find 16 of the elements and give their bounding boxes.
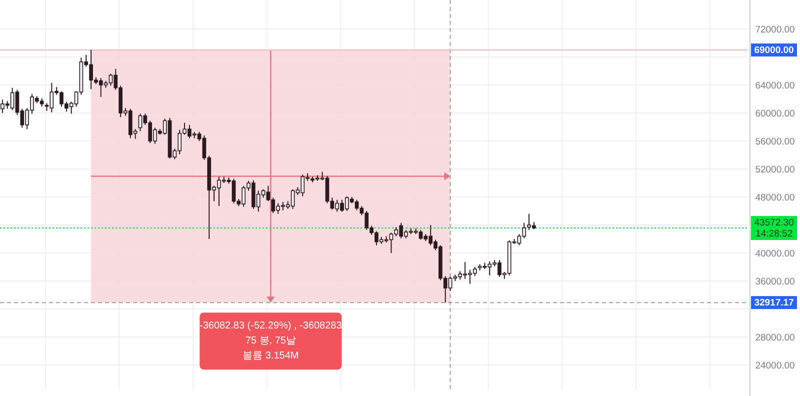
ref-line-label: 32917.17: [754, 298, 794, 309]
y-tick-label: 24000.00: [755, 360, 795, 372]
y-tick-label: 28000.00: [755, 332, 795, 344]
y-tick-label: 56000.00: [755, 136, 795, 148]
y-tick-label: 36000.00: [755, 276, 795, 288]
y-tick-label: 40000.00: [755, 248, 795, 260]
y-tick-label: 64000.00: [755, 80, 795, 92]
annotation: 75 봉, 75날: [245, 336, 296, 347]
ref-line-label: 43572.30 14:28:52: [754, 217, 794, 240]
annotation: -36082.83 (-52.29%) , -3608283: [199, 320, 342, 332]
y-tick-label: 48000.00: [755, 192, 795, 204]
annotation: 볼륨 3.154M: [242, 350, 299, 362]
y-tick-label: 60000.00: [755, 108, 795, 120]
y-tick-label: 52000.00: [755, 164, 795, 176]
y-tick-label: 72000.00: [755, 24, 795, 36]
ref-line-label: 69000.00: [754, 44, 794, 56]
